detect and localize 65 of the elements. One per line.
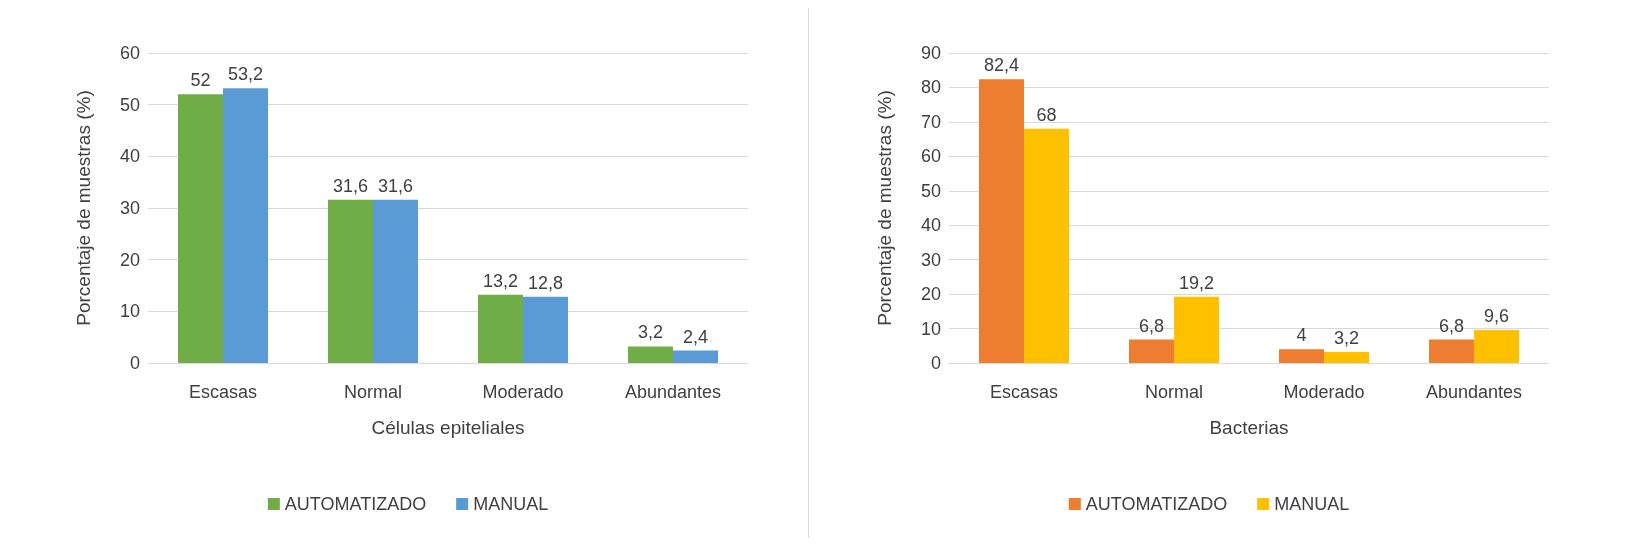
legend-label: AUTOMATIZADO: [284, 494, 427, 514]
data-label: 4: [1296, 325, 1307, 346]
bar: [1129, 339, 1174, 363]
bar: [1474, 329, 1519, 363]
y-tick-label: 70: [920, 111, 941, 132]
data-label: 53,2: [227, 64, 264, 85]
bar: [223, 88, 268, 363]
y-tick-label: 10: [119, 301, 140, 322]
y-axis-title: Porcentaje de muestras (%): [73, 90, 94, 326]
x-tick-label: Escasas: [989, 382, 1059, 402]
data-label: 6,8: [1438, 315, 1465, 336]
data-label: 52: [190, 70, 211, 91]
bar: [523, 296, 568, 363]
data-label: 9,6: [1483, 305, 1510, 326]
y-tick-label: 80: [920, 77, 941, 98]
x-tick-label: Normal: [343, 382, 403, 402]
y-tick-label: 50: [119, 94, 140, 115]
data-label: 6,8: [1138, 315, 1165, 336]
data-label: 2,4: [682, 326, 709, 347]
data-label: 3,2: [1333, 327, 1360, 348]
x-tick-label: Normal: [1144, 382, 1204, 402]
y-tick-label: 40: [920, 215, 941, 236]
data-label: 3,2: [637, 322, 664, 343]
y-tick-label: 10: [920, 318, 941, 339]
bar: [628, 346, 673, 363]
y-tick-label: 60: [119, 43, 140, 63]
data-label: 68: [1036, 104, 1057, 125]
x-tick-label: Abundantes: [1425, 382, 1523, 402]
x-axis-title: Bacterias: [1209, 417, 1289, 438]
x-tick-label: Moderado: [482, 382, 564, 402]
data-label: 19,2: [1178, 272, 1215, 293]
y-axis-title: Porcentaje de muestras (%): [874, 90, 895, 326]
bar: [1279, 349, 1324, 363]
y-tick-label: 0: [129, 353, 140, 373]
y-tick-label: 60: [920, 146, 941, 167]
bar: [1024, 128, 1069, 363]
y-tick-label: 20: [920, 284, 941, 305]
bar: [673, 350, 718, 363]
x-tick-label: Abundantes: [624, 382, 722, 402]
legend-label: AUTOMATIZADO: [1085, 494, 1228, 514]
x-axis-title: Células epiteliales: [371, 417, 525, 438]
data-label: 82,4: [983, 55, 1020, 76]
bar: [1324, 351, 1369, 363]
y-tick-label: 50: [920, 180, 941, 201]
bar: [178, 94, 223, 363]
legend-label: MANUAL: [1274, 494, 1350, 514]
bar: [478, 294, 523, 363]
bar: [1174, 296, 1219, 363]
x-tick-label: Moderado: [1283, 382, 1365, 402]
data-label: 12,8: [527, 272, 564, 293]
bar: [328, 199, 373, 363]
bar: [1429, 339, 1474, 363]
data-label: 31,6: [332, 175, 369, 196]
y-tick-label: 20: [119, 249, 140, 270]
legend-label: MANUAL: [473, 494, 549, 514]
bar: [979, 79, 1024, 363]
y-tick-label: 90: [920, 43, 941, 63]
y-tick-label: 30: [920, 249, 941, 270]
y-tick-label: 30: [119, 198, 140, 218]
y-tick-label: 0: [930, 353, 941, 373]
data-label: 13,2: [482, 270, 519, 291]
y-tick-label: 40: [119, 146, 140, 167]
bar: [373, 199, 418, 363]
x-tick-label: Escasas: [188, 382, 258, 402]
data-label: 31,6: [377, 175, 414, 196]
